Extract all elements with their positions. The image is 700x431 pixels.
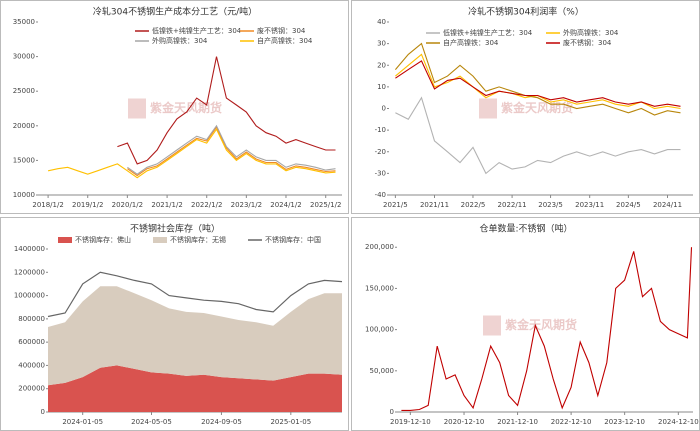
- y-tick-label: -30: [375, 169, 386, 177]
- y-tick-label: -40: [375, 191, 386, 199]
- chart-title: 仓单数量:不锈钢（吨）: [479, 223, 572, 235]
- x-tick-label: 2021-12-10: [497, 418, 538, 426]
- legend-label: 不锈钢库存：佛山: [75, 235, 131, 244]
- x-tick-label: 2022/5: [461, 201, 486, 209]
- x-tick-label: 2024/1/2: [270, 201, 301, 209]
- x-tick-label: 2021/5: [383, 201, 408, 209]
- y-tick-label: 200000: [18, 385, 45, 393]
- line: [394, 42, 681, 116]
- x-tick-label: 2024-12-10: [658, 418, 699, 426]
- line: [395, 60, 681, 107]
- x-tick-label: 2018/1/2: [32, 201, 63, 209]
- chart-panel: 不锈钢社会库存（吨）紫金天风期货020000040000060000080000…: [0, 217, 349, 431]
- legend-label: 外购高镍铁：304: [152, 36, 208, 45]
- legend-label: 外购高镍铁：304: [563, 28, 619, 37]
- area: [48, 286, 342, 386]
- legend-swatch: [58, 237, 72, 243]
- line: [47, 271, 343, 318]
- x-tick-label: 2022/11: [498, 201, 527, 209]
- x-tick-label: 2022/1/2: [191, 201, 222, 209]
- x-tick-label: 2025/1/2: [310, 201, 341, 209]
- chart-panel: 冷轧304不锈钢生产成本分工艺（元/吨）紫金天风期货10000150002000…: [0, 0, 349, 214]
- y-tick-label: -10: [375, 126, 386, 134]
- x-tick-label: 2024-01-05: [62, 418, 103, 426]
- x-tick-label: 2025-01-05: [270, 418, 311, 426]
- y-tick-label: 20: [377, 61, 386, 69]
- legend-label: 自产高镍铁：304: [257, 36, 313, 45]
- x-tick-label: 2020/1/2: [112, 201, 143, 209]
- x-tick-label: 2023/1/2: [231, 201, 262, 209]
- x-tick-label: 2019/1/2: [72, 201, 103, 209]
- x-tick-label: 2024/11: [653, 201, 682, 209]
- y-tick-label: 0: [382, 105, 386, 113]
- legend-label: 低镍铁+纯镍生产工艺：304: [152, 26, 242, 35]
- line: [401, 247, 693, 411]
- x-tick-label: 2023-12-10: [604, 418, 645, 426]
- legend-label: 不锈钢库存：无锡: [170, 235, 226, 244]
- chart-panel: 冷轧不锈钢304利润率（%） 紫金天风期货 -40 -30 -20 -10 0 10 20 30 4…: [351, 0, 700, 214]
- legend-label: 不锈钢库存：中国: [265, 235, 321, 244]
- watermark-logo: [483, 315, 501, 336]
- y-tick-label: 150,000: [365, 284, 394, 292]
- y-tick-label: 10: [377, 83, 386, 91]
- area: [48, 365, 342, 412]
- y-tick-label: 1400000: [14, 245, 45, 253]
- y-tick-label: 30: [377, 40, 386, 48]
- x-tick-label: 2024-05-05: [131, 418, 172, 426]
- watermark-logo: [479, 98, 497, 119]
- legend-swatch: [153, 237, 167, 243]
- chart-title: 不锈钢社会库存（吨）: [130, 223, 220, 235]
- y-tick-label: 200,000: [365, 243, 394, 251]
- watermark-logo: [128, 98, 146, 119]
- y-tick-label: 25000: [13, 87, 35, 95]
- x-tick-label: 2021/1/2: [151, 201, 182, 209]
- y-tick-label: 1200000: [14, 268, 45, 276]
- x-tick-label: 2024-09-05: [201, 418, 242, 426]
- y-tick-label: 35000: [13, 18, 35, 26]
- y-tick-label: 0: [41, 408, 45, 416]
- legend-label: 废不锈钢：304: [563, 38, 612, 47]
- line: [117, 56, 336, 165]
- y-tick-label: 30000: [13, 53, 35, 61]
- y-tick-label: 40: [377, 18, 386, 26]
- line: [47, 128, 336, 179]
- line: [395, 96, 681, 175]
- watermark: 紫金天风期货: [501, 100, 573, 115]
- line: [127, 124, 336, 175]
- watermark: 紫金天风期货: [505, 317, 577, 332]
- chart-panel: 仓单数量:不锈钢（吨） 紫金天风期货 0 50,000 100,000 150,000 20…: [351, 217, 700, 431]
- y-tick-label: -20: [375, 148, 386, 156]
- x-tick-label: 2021/11: [420, 201, 449, 209]
- line: [127, 126, 336, 177]
- x-tick-label: 2023/5: [538, 201, 563, 209]
- x-tick-label: 2022-12-10: [551, 418, 592, 426]
- legend-label: 自产高镍铁：304: [443, 38, 499, 47]
- panel-frame: [0, 0, 349, 214]
- y-tick-label: 1000000: [14, 292, 45, 300]
- legend-label: 低镍铁+纯镍生产工艺：304: [443, 28, 533, 37]
- x-tick-label: 2023/11: [575, 201, 604, 209]
- y-tick-label: 600000: [18, 338, 45, 346]
- y-tick-label: 0: [390, 408, 394, 416]
- legend-label: 废不锈钢：304: [257, 26, 306, 35]
- y-tick-label: 400000: [18, 361, 45, 369]
- y-tick-label: 10000: [13, 191, 35, 199]
- x-tick-label: 2024/5: [616, 201, 641, 209]
- chart-title: 冷轧304不锈钢生产成本分工艺（元/吨）: [93, 6, 257, 18]
- chart-title: 冷轧不锈钢304利润率（%）: [468, 6, 584, 18]
- x-tick-label: 2019-12-10: [390, 418, 431, 426]
- y-tick-label: 800000: [18, 315, 45, 323]
- y-tick-label: 20000: [13, 122, 35, 130]
- y-tick-label: 15000: [13, 156, 35, 164]
- y-tick-label: 100,000: [365, 326, 394, 334]
- x-tick-label: 2020-12-10: [444, 418, 485, 426]
- y-tick-label: 50,000: [370, 367, 395, 375]
